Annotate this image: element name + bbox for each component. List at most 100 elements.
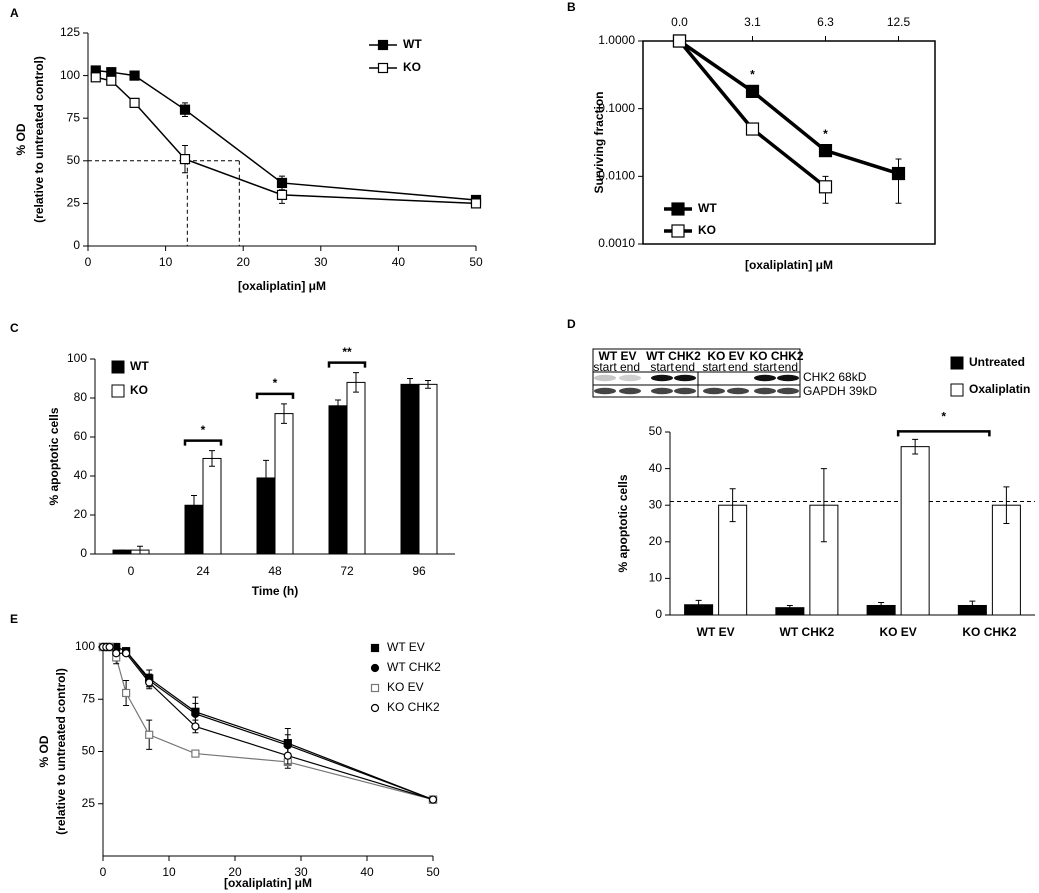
x-tick-label: 10 (159, 255, 173, 269)
x-tick-label: 0 (128, 564, 135, 578)
y-tick-label: 0 (73, 238, 80, 252)
y-tick-label: 80 (74, 390, 88, 404)
bar (418, 383, 438, 555)
blot-band-label: CHK2 68kD (803, 370, 867, 384)
blot-band-label: GAPDH 39kD (803, 384, 877, 398)
panel-letter: C (10, 321, 19, 335)
series-line (103, 646, 434, 801)
error-bar (1003, 486, 1010, 524)
significance-bracket (183, 439, 223, 446)
legend-label: WT (698, 201, 717, 215)
legend-label: Untreated (969, 355, 1025, 369)
error-bar (820, 468, 827, 543)
marker (191, 722, 200, 731)
y-tick-label: 50 (82, 744, 96, 758)
error-bar (912, 438, 919, 455)
legend-label: WT CHK2 (387, 660, 441, 674)
x-tick-label: 0.0 (671, 15, 688, 29)
x-tick-label: WT CHK2 (780, 625, 835, 639)
series-line (678, 39, 900, 176)
y-axis-title: (relative to untreated control) (54, 668, 68, 835)
marker (121, 688, 131, 698)
marker (891, 166, 906, 181)
y-tick-label: 0 (80, 546, 87, 560)
y-tick-label: 0 (655, 607, 662, 621)
error-bar (191, 495, 197, 516)
y-tick-label: 50 (649, 424, 663, 438)
marker (90, 72, 101, 83)
legend-label: WT (130, 359, 149, 373)
marker (145, 730, 154, 739)
y-tick-label: 100 (60, 68, 80, 82)
blot-lane-label: start (593, 360, 617, 374)
y-tick-label: 75 (67, 110, 81, 124)
error-bar (425, 379, 431, 389)
significance-bracket (327, 361, 367, 368)
legend-marker (671, 202, 685, 216)
legend-swatch (950, 383, 964, 397)
error-bar (729, 488, 736, 523)
blot-band (619, 374, 641, 382)
error-bar (353, 372, 359, 393)
y-tick-label: 10 (649, 571, 663, 585)
blot-band (619, 387, 641, 395)
blot-band (703, 387, 725, 395)
marker (276, 189, 288, 200)
blot-band (674, 374, 696, 382)
blot-band (651, 387, 673, 395)
legend-label: WT EV (387, 640, 425, 654)
marker (672, 34, 687, 48)
plot-frame (642, 40, 936, 245)
error-bar (137, 545, 143, 555)
marker (818, 180, 833, 194)
significance-bracket (255, 392, 295, 399)
legend-swatch (111, 360, 125, 374)
legend-label: KO CHK2 (387, 700, 440, 714)
marker (470, 198, 482, 209)
error-bar (878, 602, 885, 609)
x-tick-label: 72 (340, 564, 354, 578)
series-line (103, 646, 434, 801)
x-axis-title: [oxaliplatin] μM (745, 258, 833, 272)
marker (745, 122, 760, 136)
series-line (103, 646, 434, 801)
marker (106, 67, 117, 78)
bar (346, 381, 366, 555)
legend-marker (671, 224, 685, 238)
y-axis-title: (relative to untreated control) (32, 56, 46, 223)
blot-lane-label: end (620, 360, 640, 374)
y-tick-label: 0.0100 (598, 169, 635, 183)
y-axis-title: % apoptotic cells (616, 474, 630, 572)
x-tick-label: 50 (469, 255, 483, 269)
y-tick-label: 0.0010 (598, 236, 635, 250)
y-tick-label: 20 (649, 534, 663, 548)
x-tick-label: WT EV (697, 625, 735, 639)
marker (129, 97, 140, 108)
x-tick-label: 3.1 (744, 15, 761, 29)
bar (900, 446, 930, 616)
x-tick-label: 0 (85, 255, 92, 269)
blot-lane-label: end (728, 360, 748, 374)
legend-marker (370, 703, 380, 713)
marker (818, 144, 833, 158)
x-tick-label: 0 (100, 865, 107, 879)
series-line (103, 646, 434, 801)
y-axis-title: % OD (37, 735, 51, 767)
blot-band (651, 374, 673, 382)
blot-band (594, 374, 616, 382)
blot-band (777, 374, 799, 382)
x-tick-label: 48 (268, 564, 282, 578)
marker (283, 751, 292, 760)
panel-letter: E (10, 612, 18, 626)
x-tick-label: KO CHK2 (962, 625, 1016, 639)
legend-label: Oxaliplatin (969, 382, 1030, 396)
blot-lane-label: end (675, 360, 695, 374)
marker (121, 649, 131, 658)
x-tick-label: 6.3 (817, 15, 834, 29)
legend-label: KO (698, 223, 716, 237)
marker (179, 104, 191, 115)
x-axis-title: Time (h) (252, 584, 298, 598)
blot-group-label: KO EV (707, 349, 744, 363)
x-tick-label: 24 (196, 564, 210, 578)
y-tick-label: 100 (75, 639, 95, 653)
